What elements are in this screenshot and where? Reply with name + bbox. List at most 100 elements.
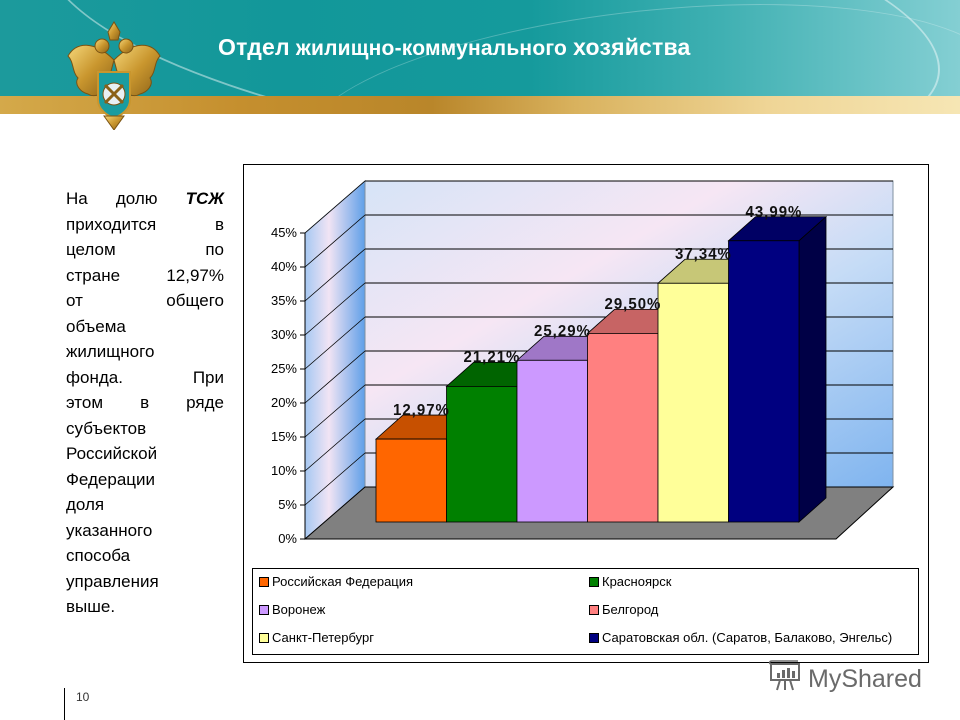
text-word: способа <box>66 546 131 565</box>
bar-value-label: 25,29% <box>534 322 591 341</box>
gridline-side <box>304 214 366 268</box>
text-word: по <box>205 240 224 259</box>
text-line: указанного <box>66 518 224 544</box>
text-line: от общего <box>66 288 224 314</box>
gold-stripe <box>0 96 960 114</box>
legend-label: Воронеж <box>272 602 326 617</box>
text-word: в <box>214 214 224 234</box>
page-number-divider <box>64 688 65 720</box>
text-line: На долю ТСЖ <box>66 186 224 212</box>
text-line: способа <box>66 543 224 569</box>
legend-swatch <box>259 604 269 615</box>
gridline-side <box>304 316 366 370</box>
watermark-text: MyShared <box>808 665 922 693</box>
text-line: Федерации <box>66 467 224 493</box>
presentation-board-icon <box>768 660 802 699</box>
text-line: целом по <box>66 237 224 263</box>
chart-legend: Российская Федерация Красноярск Воронеж Бел… <box>252 568 919 655</box>
text-word: При <box>192 367 224 387</box>
title-word-housing: жилищно-коммунального <box>289 37 574 60</box>
text-line: управления <box>66 569 224 595</box>
text-line: субъектов <box>66 416 224 442</box>
text-word: целом <box>66 240 116 259</box>
gridline-side <box>304 180 366 234</box>
legend-item: Российская Федерация <box>259 574 413 589</box>
text-word: объема <box>66 316 126 336</box>
text-line: объема <box>66 314 224 340</box>
text-word: жилищного <box>66 342 155 361</box>
y-tick-label: 20% <box>270 395 297 410</box>
text-line: доля <box>66 492 224 518</box>
text-line: Российской <box>66 441 224 467</box>
text-word: выше. <box>66 597 116 616</box>
y-tick-label: 30% <box>270 327 297 342</box>
text-line: этом в ряде <box>66 390 224 416</box>
slide-header <box>0 0 960 96</box>
text-line: выше. <box>66 594 224 620</box>
bar-value-label: 21,21% <box>463 348 521 367</box>
y-tick-label: 5% <box>278 497 297 512</box>
page-title: Отдел жилищно-коммунального хозяйства <box>218 34 691 61</box>
bar-3 <box>587 333 659 523</box>
text-line: приходится в <box>66 212 224 238</box>
chart-side-wall <box>304 179 366 541</box>
bar-2 <box>516 359 588 523</box>
legend-label: Санкт-Петербург <box>272 630 374 645</box>
legend-item: Воронеж <box>259 602 325 617</box>
text-word: в <box>140 393 150 412</box>
text-word: приходится <box>66 214 157 234</box>
bar-value-label: 43,99% <box>745 203 803 222</box>
y-tick-label: 10% <box>270 463 297 478</box>
text-line: фонда. При <box>66 365 224 391</box>
text-word: указанного <box>66 520 153 540</box>
text-word: На <box>66 189 88 208</box>
text-word: от <box>66 291 83 310</box>
title-word-economy: хозяйства <box>573 34 691 60</box>
bar-value-label: 29,50% <box>604 295 662 314</box>
text-word: этом <box>66 393 104 412</box>
text-word: 12,97% <box>166 265 224 285</box>
watermark: MyShared <box>768 660 922 699</box>
text-line: стране 12,97% <box>66 263 224 289</box>
bar-value-label: 12,97% <box>393 401 450 420</box>
text-word: Федерации <box>66 469 156 489</box>
legend-label: Саратовская обл. (Саратов, Балаково, Энг… <box>602 630 893 645</box>
legend-label: Красноярск <box>602 574 672 589</box>
y-tick-label: 15% <box>270 429 297 444</box>
bar-chart-3d <box>300 179 895 541</box>
text-word: ТСЖ <box>185 189 224 208</box>
y-tick-label: 25% <box>270 361 297 376</box>
gridline-side <box>304 282 366 336</box>
text-word: фонда. <box>66 367 123 387</box>
eagle-emblem-icon <box>64 20 164 131</box>
legend-label: Белгород <box>602 602 659 617</box>
gridline-side <box>304 384 366 438</box>
legend-item: Белгород <box>589 602 658 617</box>
legend-swatch <box>589 576 599 587</box>
y-tick-label: 45% <box>270 225 297 240</box>
bar-5 <box>728 240 800 523</box>
bar-1 <box>446 386 518 523</box>
legend-item: Саратовская обл. (Саратов, Балаково, Энг… <box>589 630 892 645</box>
description-text: На долю ТСЖ приходится в целом по стране 12,97% о… <box>66 186 224 620</box>
legend-swatch <box>259 632 269 643</box>
text-word: ряде <box>186 393 224 412</box>
y-tick-label: 40% <box>270 259 297 274</box>
y-tick-label: 0% <box>278 531 297 546</box>
gridline-side <box>304 418 366 472</box>
bar-4 <box>657 282 729 523</box>
legend-swatch <box>589 632 599 643</box>
bar-0 <box>375 438 447 523</box>
legend-swatch <box>589 604 599 615</box>
gridline-side <box>304 452 366 506</box>
text-word: Российской <box>66 444 158 463</box>
text-line: жилищного <box>66 339 224 365</box>
text-word: общего <box>166 291 224 310</box>
gridline-side <box>304 248 366 302</box>
legend-item: Красноярск <box>589 574 671 589</box>
text-word: управления <box>66 571 159 591</box>
text-word: стране <box>66 265 121 285</box>
text-word: долю <box>115 189 158 208</box>
legend-swatch <box>259 576 269 587</box>
bar-value-label: 37,34% <box>675 245 732 264</box>
